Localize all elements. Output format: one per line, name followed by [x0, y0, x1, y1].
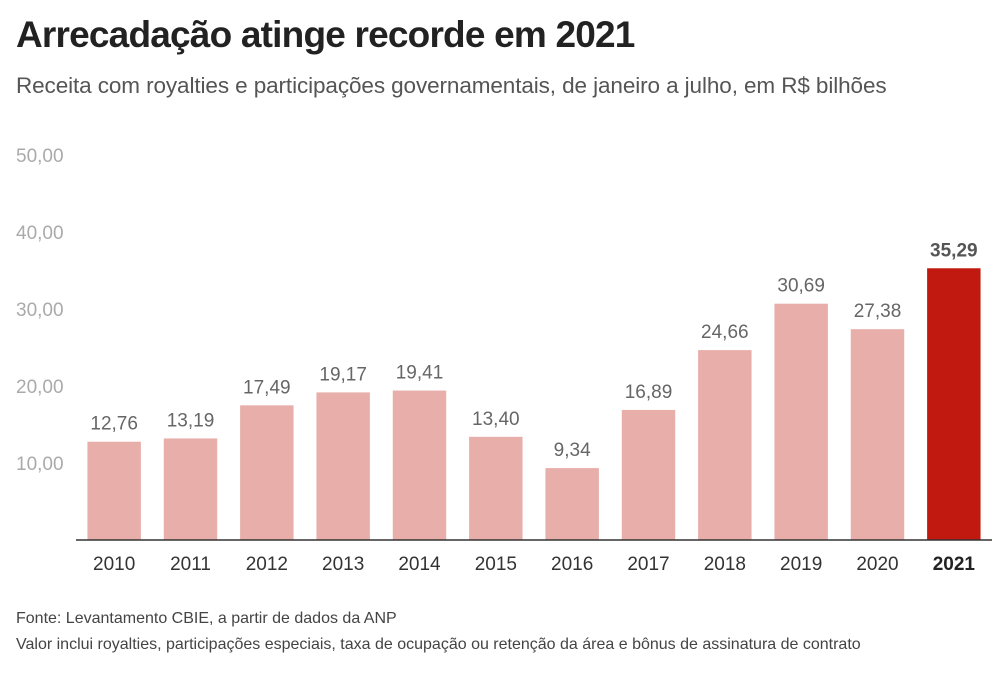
footnote: Valor inclui royalties, participações es… [16, 636, 861, 653]
x-tick-label-2014: 2014 [398, 554, 441, 575]
bar-2020 [850, 329, 905, 540]
x-tick-label-2015: 2015 [475, 554, 517, 575]
y-tick-label: 20,00 [16, 377, 64, 398]
chart-title: Arrecadação atinge recorde em 2021 [16, 14, 635, 55]
bar-2016 [545, 468, 599, 540]
y-tick-label: 10,00 [16, 454, 64, 475]
value-label-2017: 16,89 [625, 382, 673, 403]
value-labels: 12,76 13,19 17,49 19,17 19,41 13,40 9,34 16,89 2… [90, 240, 977, 461]
bar-2012 [240, 405, 294, 540]
x-tick-label-2018: 2018 [704, 554, 746, 575]
bar-2021 [927, 268, 981, 540]
bar-2011 [163, 438, 218, 540]
value-label-2011: 13,19 [167, 410, 215, 431]
y-tick-label: 40,00 [16, 223, 64, 244]
source-note: Fonte: Levantamento CBIE, a partir de da… [16, 610, 397, 627]
x-tick-label-2016: 2016 [551, 554, 593, 575]
value-label-2015: 13,40 [472, 409, 520, 430]
bar-2010 [87, 441, 141, 540]
value-label-2020: 27,38 [854, 301, 902, 322]
x-tick-label-2012: 2012 [246, 554, 288, 575]
chart-subtitle: Receita com royalties e participações go… [16, 73, 887, 98]
value-label-2012: 17,49 [243, 377, 291, 398]
y-tick-label: 50,00 [16, 146, 64, 167]
value-label-2018: 24,66 [701, 322, 749, 343]
x-tick-label-2017: 2017 [627, 554, 669, 575]
x-tick-label-2020: 2020 [856, 554, 898, 575]
bar-2018 [698, 350, 752, 540]
bar-2017 [621, 409, 676, 540]
value-label-2021: 35,29 [930, 240, 978, 261]
bar-2015 [469, 436, 523, 540]
x-tick-label-2011: 2011 [170, 554, 211, 575]
y-tick-label: 30,00 [16, 300, 64, 321]
value-label-2013: 19,17 [319, 364, 367, 385]
bar-chart: 10,00 20,00 30,00 40,00 50,00 12,76 13,19 17,4… [16, 146, 992, 575]
x-tick-label-2019: 2019 [780, 554, 822, 575]
bar-2014 [392, 390, 447, 540]
bar-2013 [316, 392, 370, 540]
bar-2019 [774, 303, 828, 540]
x-tick-label-2021: 2021 [933, 554, 976, 575]
x-tick-label-2013: 2013 [322, 554, 364, 575]
value-label-2014: 19,41 [396, 363, 444, 384]
value-label-2010: 12,76 [90, 414, 138, 435]
x-axis-labels: 2010 2011 2012 2013 2014 2015 2016 2017 2018 2019… [93, 554, 975, 575]
value-label-2016: 9,34 [554, 440, 591, 461]
x-tick-label-2010: 2010 [93, 554, 135, 575]
value-label-2019: 30,69 [777, 276, 825, 297]
y-axis-ticks: 10,00 20,00 30,00 40,00 50,00 [16, 146, 64, 475]
bars [87, 268, 981, 540]
